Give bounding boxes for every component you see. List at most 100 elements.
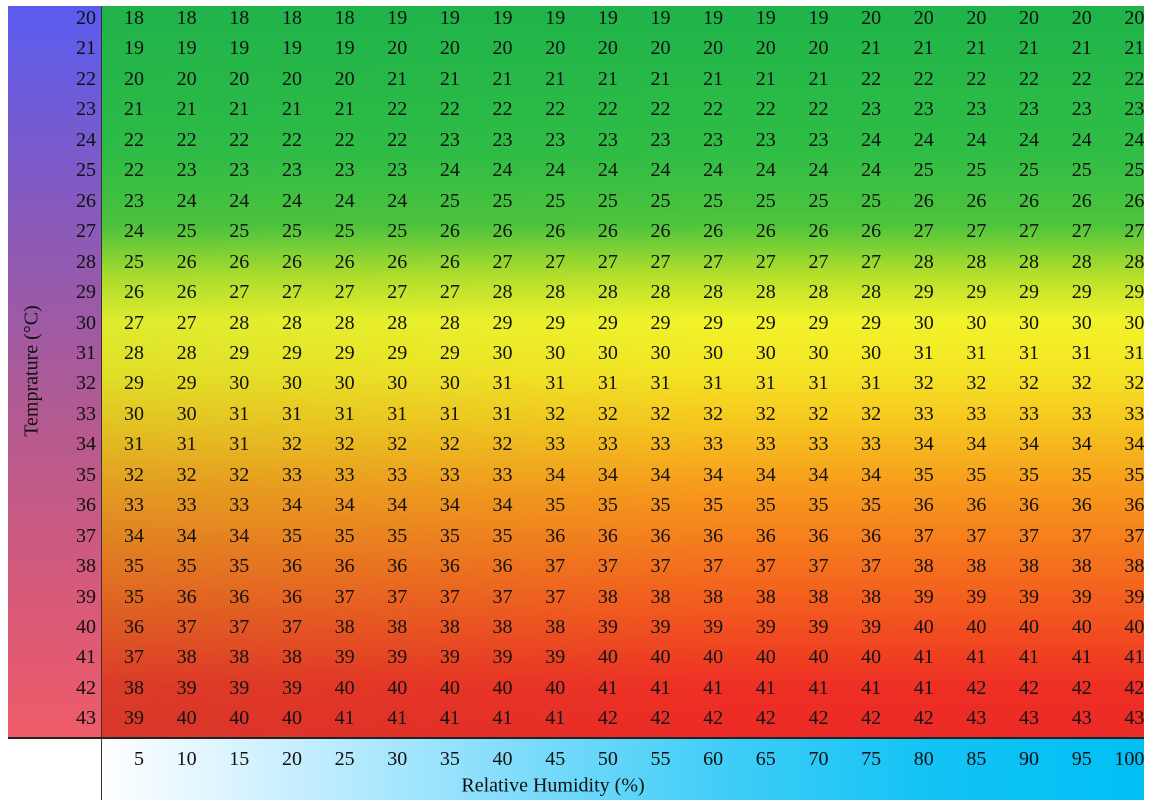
table-cell: 34 [439, 494, 460, 517]
table-cell: 32 [861, 402, 882, 425]
row-label: 31 [76, 341, 96, 364]
table-cell: 24 [334, 189, 355, 212]
table-cell: 21 [545, 67, 566, 90]
table-cell: 26 [492, 220, 513, 243]
table-cell: 36 [808, 524, 829, 547]
table-cell: 30 [703, 341, 724, 364]
table-cell: 24 [492, 159, 513, 182]
table-cell: 37 [650, 555, 671, 578]
table-cell: 20 [492, 37, 513, 60]
table-cell: 20 [755, 37, 776, 60]
table-cell: 19 [334, 37, 355, 60]
table-cell: 20 [861, 7, 882, 29]
table-cell: 33 [176, 494, 197, 517]
table-cell: 28 [387, 311, 408, 334]
table-cell: 33 [808, 433, 829, 456]
table-cell: 26 [439, 220, 460, 243]
row-label: 24 [76, 128, 96, 151]
table-cell: 29 [755, 311, 776, 334]
column-label: 20 [281, 748, 302, 770]
table-cell: 26 [1124, 189, 1145, 212]
table-cell: 37 [1124, 524, 1145, 547]
table-cell: 23 [650, 128, 671, 151]
table-cell: 21 [861, 37, 882, 60]
column-label: 75 [861, 748, 882, 770]
table-cell: 30 [1071, 311, 1092, 334]
table-cell: 26 [861, 220, 882, 243]
table-cell: 31 [966, 341, 987, 364]
table-cell: 19 [755, 7, 776, 29]
table-cell: 35 [808, 494, 829, 517]
table-cell: 33 [913, 402, 934, 425]
table-cell: 18 [281, 7, 302, 29]
table-cell: 39 [545, 646, 566, 669]
table-cell: 22 [176, 128, 197, 151]
table-cell: 24 [755, 159, 776, 182]
table-cell: 33 [334, 463, 355, 486]
table-cell: 21 [387, 67, 408, 90]
table-cell: 41 [1019, 646, 1040, 669]
table-cell: 38 [1019, 555, 1040, 578]
table-cell: 31 [176, 433, 197, 456]
table-cell: 35 [597, 494, 618, 517]
table-cell: 41 [966, 646, 987, 669]
column-label: 90 [1019, 748, 1040, 770]
table-cell: 27 [229, 281, 250, 304]
table-cell: 26 [1071, 189, 1092, 212]
table-cell: 27 [545, 250, 566, 273]
table-cell: 31 [1124, 341, 1145, 364]
table-cell: 26 [281, 250, 302, 273]
table-cell: 18 [229, 7, 250, 29]
table-cell: 26 [545, 220, 566, 243]
table-cell: 31 [439, 402, 460, 425]
table-cell: 28 [703, 281, 724, 304]
table-cell: 22 [124, 128, 144, 151]
table-cell: 18 [176, 7, 197, 29]
table-cell: 31 [124, 433, 144, 456]
table-cell: 23 [703, 128, 724, 151]
table-cell: 20 [124, 67, 144, 90]
table-cell: 37 [861, 555, 882, 578]
table-cell: 33 [597, 433, 618, 456]
table-cell: 42 [650, 707, 671, 730]
table-cell: 23 [439, 128, 460, 151]
table-cell: 20 [176, 67, 197, 90]
table-cell: 26 [597, 220, 618, 243]
table-cell: 23 [492, 128, 513, 151]
table-cell: 23 [913, 98, 934, 121]
table-cell: 27 [1124, 220, 1145, 243]
table-cell: 31 [861, 372, 882, 395]
table-cell: 32 [650, 402, 671, 425]
column-label: 50 [597, 748, 618, 770]
table-cell: 31 [492, 402, 513, 425]
table-cell: 31 [1019, 341, 1040, 364]
row-label: 29 [76, 281, 96, 304]
table-cell: 34 [334, 494, 355, 517]
table-cell: 40 [387, 676, 408, 699]
table-cell: 19 [650, 7, 671, 29]
table-cell: 41 [861, 676, 882, 699]
table-cell: 25 [492, 189, 513, 212]
table-cell: 28 [1019, 250, 1040, 273]
table-cell: 22 [545, 98, 566, 121]
row-label: 26 [76, 189, 96, 212]
table-cell: 27 [913, 220, 934, 243]
table-cell: 20 [334, 67, 355, 90]
table-cell: 40 [545, 676, 566, 699]
row-label: 27 [76, 220, 96, 243]
table-cell: 27 [861, 250, 882, 273]
table-cell: 26 [966, 189, 987, 212]
table-cell: 31 [334, 402, 355, 425]
table-cell: 39 [703, 616, 724, 638]
table-cell: 27 [176, 311, 197, 334]
table-cell: 33 [703, 433, 724, 456]
column-label: 25 [334, 748, 355, 770]
table-cell: 36 [913, 494, 934, 517]
table-cell: 21 [124, 98, 144, 121]
table-cell: 38 [703, 585, 724, 608]
table-cell: 33 [492, 463, 513, 486]
table-cell: 32 [755, 402, 776, 425]
table-cell: 23 [597, 128, 618, 151]
column-label: 65 [755, 748, 776, 770]
table-cell: 36 [1019, 494, 1040, 517]
